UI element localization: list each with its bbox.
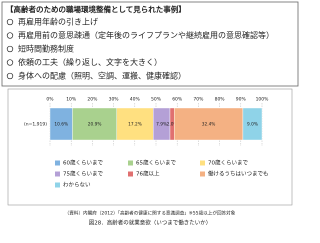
data-label: 20.9%	[88, 122, 102, 128]
box-item: 再雇用年齢の引き上げ	[18, 17, 98, 27]
y-tick-label: (n=1,919)	[24, 122, 47, 128]
bullet	[6, 18, 14, 26]
legend-swatch	[128, 160, 133, 166]
legend-swatch	[200, 160, 205, 166]
bullet	[6, 59, 14, 66]
source-note: （資料）内閣府（2012）「高齢者の健康に関する意識調査」※55歳以上が回答対象	[65, 210, 236, 217]
x-tick-label: 80%	[215, 97, 226, 103]
legend-swatch	[55, 160, 60, 166]
legend-swatch	[55, 171, 60, 177]
x-tick-label: 100%	[256, 97, 270, 103]
data-label: 7.9%	[156, 122, 167, 128]
x-tick-label: 30%	[109, 97, 120, 103]
bar-segment	[174, 107, 244, 141]
legend-label: わからない	[63, 182, 91, 189]
box-item: 身体への配慮（照明、空調、運搬、健康確認）	[18, 71, 186, 81]
legend-label: 65歳くらいまで	[136, 159, 176, 167]
data-label: 10.6%	[54, 122, 68, 128]
bullet	[6, 45, 14, 53]
legend-label: 60歳くらいまで	[63, 159, 103, 167]
data-label: 17.2%	[128, 122, 142, 128]
bar-segment	[72, 107, 117, 141]
x-tick-label: 20%	[87, 97, 98, 103]
bar-segment	[242, 107, 263, 141]
page: 【高齢者のための職場環境整備として見られた事例】 （資料）内閣府（2012）「高…	[1, 1, 299, 227]
bar-segment	[116, 107, 154, 141]
x-tick-label: 90%	[236, 97, 247, 103]
legend-swatch	[200, 171, 205, 177]
legend-label: 76歳以上	[136, 170, 160, 178]
legend-swatch	[55, 182, 60, 188]
box-item: 再雇用前の意思疎通（定年後のライフプランや継続雇用の意思確認等）	[18, 30, 274, 40]
box-item: 短時間勤務制度	[18, 44, 74, 54]
bullet	[6, 72, 14, 80]
x-tick-label: 10%	[66, 97, 77, 103]
data-label: 32.4%	[202, 122, 216, 128]
data-label: 9.0%	[247, 122, 258, 128]
x-tick-label: 0%	[46, 97, 54, 103]
legend-label: 75歳くらいまで	[63, 170, 103, 178]
legend-label: 働けるうちはいつまでも	[208, 170, 269, 178]
box-item: 依頼の工夫（繰り返し、文字を大きく）	[18, 57, 162, 67]
x-tick-label: 60%	[172, 97, 183, 103]
legend-label: 70歳くらいまで	[208, 159, 248, 167]
case-box	[1, 1, 299, 87]
x-tick-label: 40%	[130, 97, 141, 103]
x-tick-label: 50%	[151, 97, 162, 103]
figure-caption: 図28．高齢者の就業意欲（いつまで働きたいか）	[89, 219, 212, 227]
x-tick-label: 70%	[193, 97, 204, 103]
box-title: 【高齢者のための職場環境整備として見られた事例】	[6, 4, 186, 14]
chart-frame	[7, 88, 293, 206]
legend-swatch	[128, 171, 133, 177]
bullet	[6, 32, 14, 39]
data-label: 2.0%	[167, 122, 178, 128]
